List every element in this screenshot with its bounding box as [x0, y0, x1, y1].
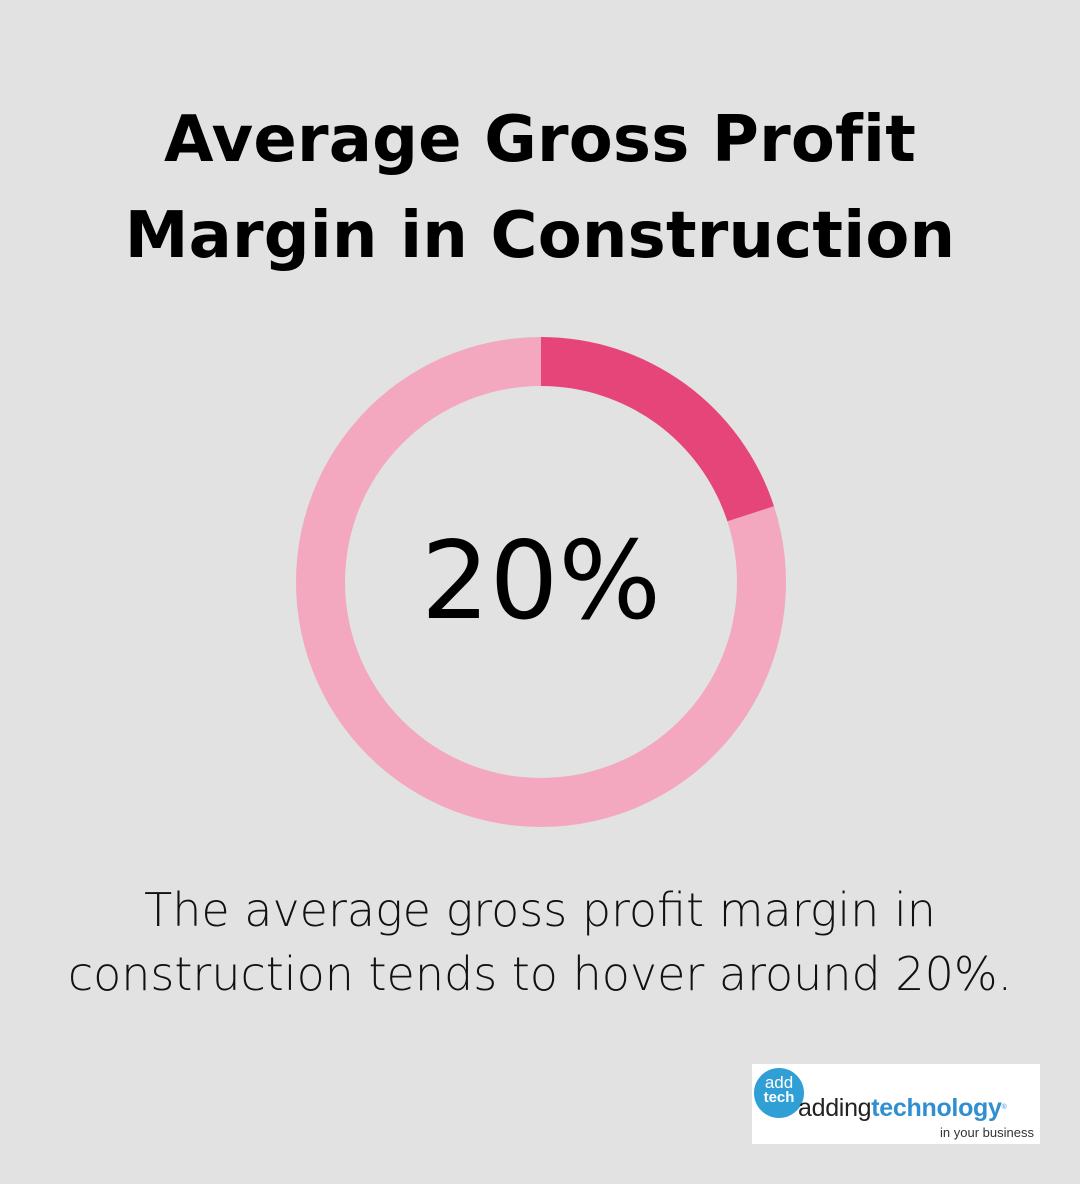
donut-slice-margin: [541, 337, 775, 522]
logo-badge-top: add: [764, 1073, 794, 1092]
page-title: Average Gross Profit Margin in Construct…: [40, 92, 1040, 284]
center-value-label: 20%: [421, 519, 661, 644]
addtech-logo: add tech addingtechnology® in your busin…: [752, 1064, 1040, 1144]
logo-badge-bottom: tech: [763, 1089, 795, 1106]
logo-badge: add tech: [754, 1068, 804, 1118]
description-text: The average gross profit margin in const…: [60, 878, 1020, 1006]
donut-slices: [296, 337, 786, 827]
description-line-2: construction tends to hover around 20%.: [67, 947, 1013, 1001]
description-line-1: The average gross profit margin in: [144, 883, 936, 937]
logo-registered-mark: ®: [1001, 1104, 1007, 1111]
logo-word-light: adding: [798, 1094, 872, 1122]
logo-tagline: in your business: [940, 1125, 1034, 1140]
title-line-2: Margin in Construction: [124, 199, 956, 273]
title-line-1: Average Gross Profit: [164, 103, 916, 177]
donut-chart-svg: 20%: [296, 337, 786, 827]
logo-word-bold: technology: [871, 1094, 1002, 1122]
donut-chart: 20%: [296, 337, 786, 827]
logo-wordmark: addingtechnology®: [798, 1094, 1007, 1122]
